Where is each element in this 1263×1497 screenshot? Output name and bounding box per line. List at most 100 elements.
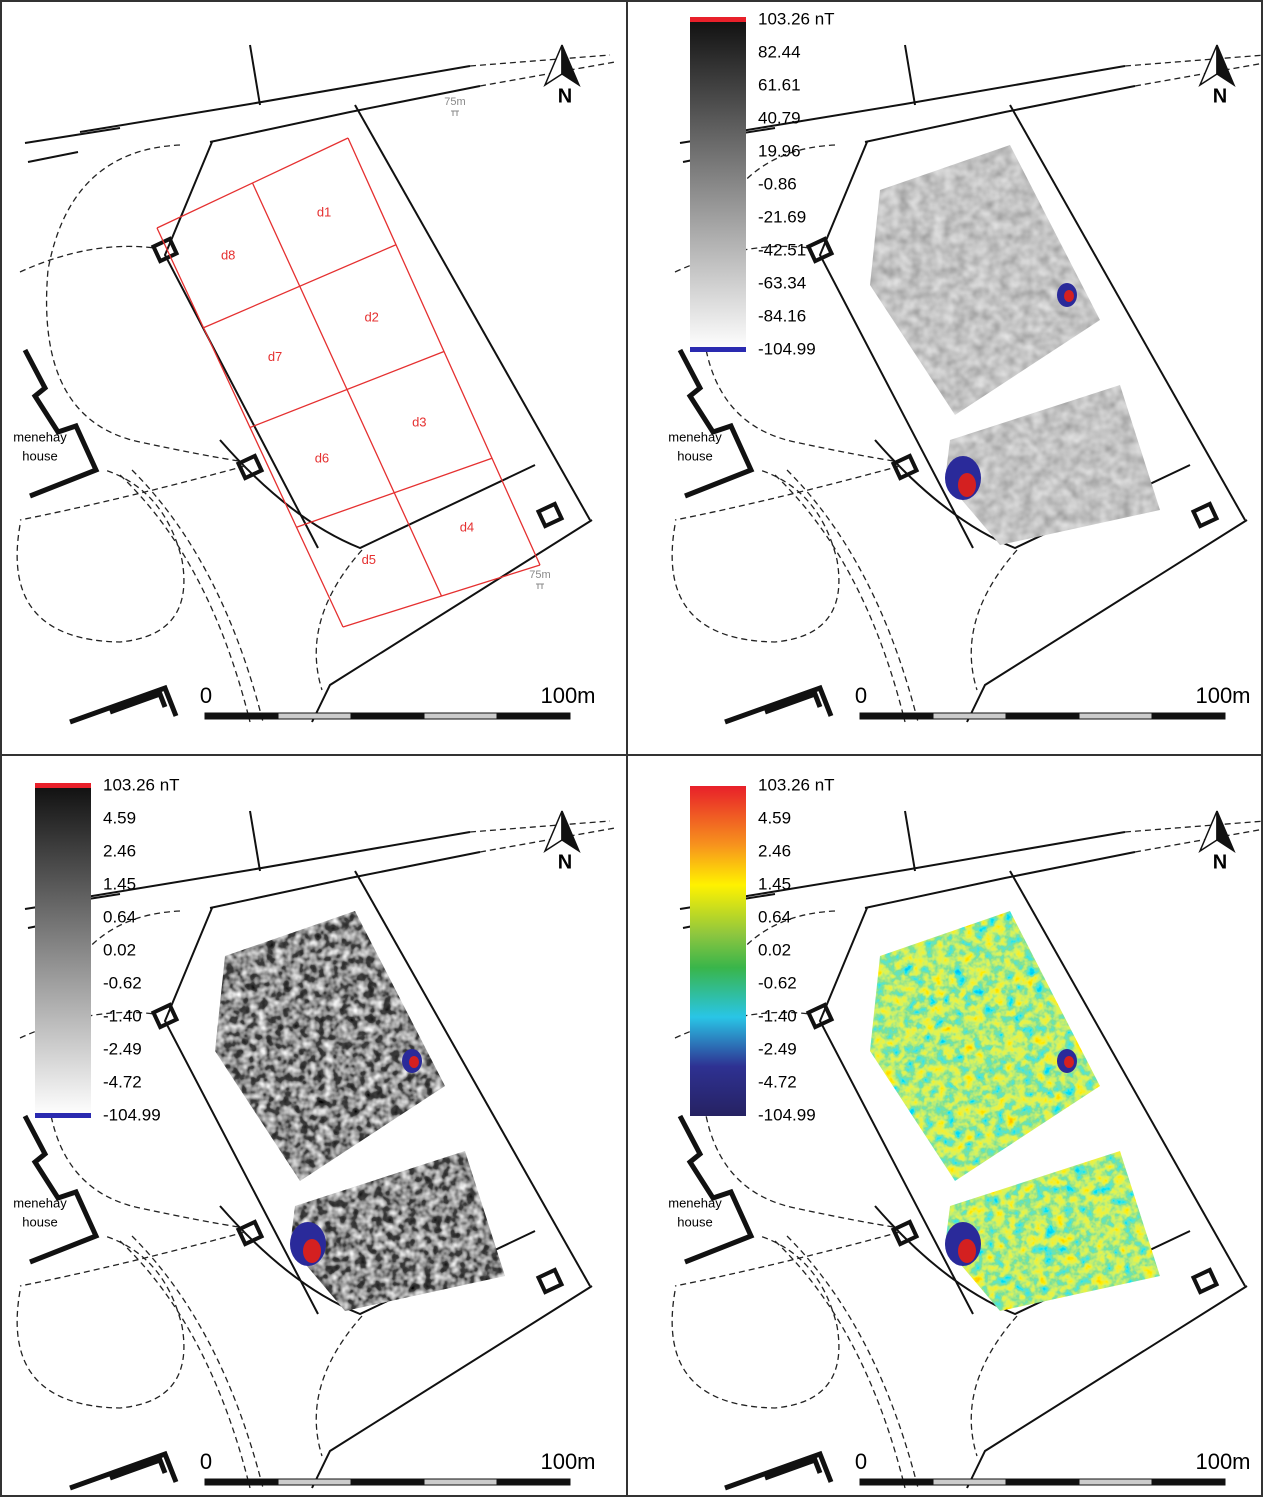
structure [238,456,261,478]
legend-label: -63.34 [758,273,806,292]
house-label: menehay [13,429,67,444]
scale-segment [860,1479,933,1485]
legend-label: -0.62 [103,973,142,992]
path-line [132,1236,263,1488]
survey-grid [297,458,493,527]
north-label: N [1213,851,1227,873]
house-label: menehay [668,429,722,444]
structure [153,239,176,261]
house-label: menehay [668,1195,722,1210]
survey-grid [343,565,540,627]
structure [153,1005,176,1027]
legend-label: 2.46 [758,841,791,860]
boundary-line [905,811,915,871]
legend-min-swatch [35,1113,91,1118]
path-line [20,246,155,272]
scale-label: 0 [200,1449,212,1474]
legend-label: 1.45 [758,874,791,893]
scale-segment [424,1479,497,1485]
anomaly [409,1056,419,1068]
house-label: house [677,1214,712,1229]
scale-segment [424,713,497,719]
map-panel: Nmenehayhouse0100md1d2d3d4d5d6d7d875m75m [13,45,615,722]
path-line [775,1241,905,1488]
scale-segment [1152,713,1225,719]
structure [538,504,561,526]
boundary-line [865,86,1135,142]
boundary-line [250,811,260,871]
grid-label: d1 [317,204,331,219]
path-line [675,1232,900,1286]
scale-label: 0 [855,683,867,708]
boundary-line [28,152,78,162]
scale-segment [351,713,424,719]
house-label: house [22,1214,57,1229]
legend-label: 1.45 [103,874,136,893]
survey-raster [870,911,1100,1181]
path-line [787,470,918,722]
north-arrow [1217,45,1234,85]
legend-label: -104.99 [758,1105,816,1124]
legend-label: -2.49 [758,1039,797,1058]
structure [808,1005,831,1027]
legend-min-swatch [690,347,746,352]
grid-marker: 75m [444,96,465,108]
map-panel: Nmenehayhouse0100m103.26 nT4.592.461.450… [668,775,1263,1488]
path-line [132,470,263,722]
path-line [672,1236,839,1408]
legend-label: 4.59 [103,808,136,827]
scale-segment [1006,1479,1079,1485]
legend-label: 103.26 nT [103,775,180,794]
legend-label: 103.26 nT [758,775,835,794]
structure [893,456,916,478]
path-line [1125,55,1263,66]
north-arrow [1200,811,1217,851]
scale-segment [278,713,351,719]
legend-bar [690,786,746,1116]
grid-label: d2 [364,309,378,324]
path-line [470,55,610,66]
legend-label: 0.64 [103,907,136,926]
building [680,350,751,496]
building [70,1454,176,1488]
grid-marker-sign [451,111,459,116]
boundary-line [905,45,915,105]
figure: Nmenehayhouse0100md1d2d3d4d5d6d7d875m75m… [0,0,1263,1497]
structure [1193,1270,1216,1292]
scale-segment [497,1479,570,1485]
scale-label: 0 [855,1449,867,1474]
scale-segment [1006,713,1079,719]
legend-label: 0.02 [758,940,791,959]
scale-segment [205,1479,278,1485]
scale-segment [205,713,278,719]
legend-bar [35,786,91,1116]
grid-label: d6 [315,451,329,466]
north-label: N [558,851,572,873]
building [725,688,831,722]
scale-segment [1152,1479,1225,1485]
north-arrow [545,45,562,85]
anomaly [1064,290,1074,302]
north-arrow [562,811,579,851]
grid-marker-sign [536,584,544,589]
path-line [120,1241,250,1488]
legend-label: -4.72 [758,1072,797,1091]
path-line [1135,828,1263,852]
legend-bar [690,20,746,350]
legend-label: 19.96 [758,141,801,160]
north-label: N [558,85,572,107]
path-line [17,1236,184,1408]
scale-segment [278,1479,351,1485]
north-arrow [1217,811,1234,851]
legend-max-swatch [690,17,746,22]
scale-label: 100m [1195,683,1250,708]
path-line [20,1232,245,1286]
boundary-line [355,105,590,520]
building [70,688,176,722]
path-line [120,475,250,722]
boundary-line [865,852,1135,908]
scale-label: 0 [200,683,212,708]
north-arrow [545,811,562,851]
house-label: house [677,448,712,463]
building [25,350,96,496]
